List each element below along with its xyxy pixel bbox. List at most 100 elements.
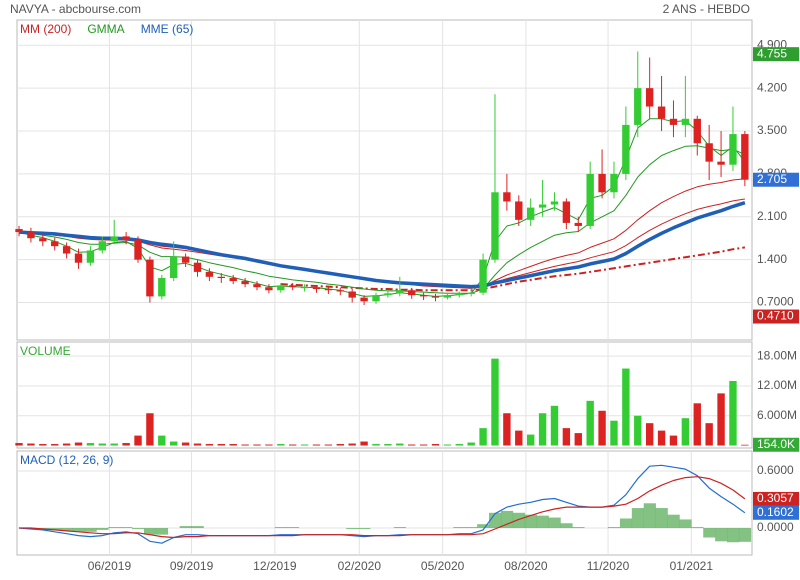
histogram-bar (643, 503, 656, 529)
candle-body (217, 276, 225, 279)
volume-bar (62, 443, 71, 446)
y-tick-label: 6.000M (757, 408, 797, 422)
volume-bar (586, 400, 594, 446)
volume-bar (170, 441, 178, 446)
histogram-bar (132, 528, 145, 529)
y-tick-label: 2.100 (757, 209, 787, 223)
volume-bar (253, 444, 261, 446)
histogram-bar (453, 527, 466, 529)
histogram-bar (691, 527, 704, 529)
candle-body (146, 259, 154, 297)
volume-bar (396, 443, 404, 446)
x-tick-label: 12/2019 (253, 559, 297, 573)
candle-body (241, 281, 249, 285)
histogram-bar (96, 528, 109, 530)
candle-body (562, 201, 571, 223)
histogram-bar (346, 528, 359, 529)
y-tick-label: 0.6000 (757, 463, 794, 477)
volume-bar (277, 444, 285, 446)
value-marker-label: 154.0K (757, 437, 795, 451)
candle-body (336, 290, 344, 292)
candle-body (538, 204, 547, 208)
volume-bar (431, 444, 440, 446)
volume-bar (289, 444, 297, 446)
histogram-bar (84, 528, 97, 532)
value-marker (753, 491, 799, 506)
value-marker (753, 505, 799, 520)
volume-bar (15, 443, 23, 446)
histogram-bar (715, 528, 728, 542)
volume-bar (408, 444, 416, 446)
volume-bar (526, 434, 535, 446)
candle-body (27, 232, 35, 239)
candle-body (586, 173, 594, 226)
value-marker-label: 0.1602 (757, 505, 794, 519)
candle-body (51, 241, 59, 247)
candle-body (693, 118, 701, 144)
candle-body (15, 229, 23, 233)
legend-label: GMMA (87, 22, 124, 36)
panel-frame (16, 341, 753, 449)
y-tick-label: 12.00M (757, 378, 797, 392)
volume-bar (51, 444, 59, 446)
histogram-bar (512, 512, 526, 529)
value-marker (753, 437, 799, 452)
candle-body (550, 201, 559, 205)
histogram-bar (143, 528, 157, 535)
histogram-bar (679, 519, 692, 529)
x-tick-label: 02/2020 (338, 559, 382, 573)
candle-body (98, 241, 107, 251)
volume-bar (645, 423, 654, 446)
volume-bar (443, 444, 452, 446)
legend-label: MME (65) (141, 22, 194, 36)
candle-body (705, 143, 713, 162)
histogram-bar (489, 512, 502, 529)
candle-body (312, 287, 321, 290)
value-marker (753, 47, 799, 62)
candle-body (491, 192, 499, 260)
volume-bar (86, 443, 95, 446)
candle-body (181, 256, 190, 263)
candle-body (289, 285, 297, 288)
histogram-bar (358, 528, 371, 529)
macd-line (18, 464, 746, 544)
volume-bar (503, 413, 511, 446)
volume-bar (372, 444, 380, 446)
volume-bar (205, 444, 214, 446)
volume-bar (193, 443, 202, 446)
histogram-bar (560, 523, 573, 529)
volume-bar (181, 442, 190, 446)
volume-bar (300, 444, 309, 446)
histogram-bar (60, 528, 73, 531)
volume-bar (122, 443, 130, 446)
volume-bar (681, 418, 690, 446)
candle-body (265, 287, 273, 291)
volume-bar (467, 442, 475, 446)
volume-bar (634, 415, 642, 446)
candle-body (134, 240, 142, 260)
candle-body (610, 173, 618, 193)
volume-bar (622, 368, 630, 446)
histogram-bar (655, 508, 668, 529)
candle-body (324, 289, 333, 291)
y-tick-label: 18.00M (757, 348, 797, 362)
value-marker-label: 0.4710 (757, 309, 794, 323)
histogram-bar (286, 527, 299, 529)
legend-label: MM (200) (20, 22, 71, 36)
volume-bar (693, 403, 701, 446)
volume-bar (158, 435, 166, 446)
histogram-bar (465, 527, 478, 529)
histogram-bar (536, 515, 549, 529)
gmma-short-line (18, 118, 746, 297)
panel-frame (16, 19, 753, 341)
candle-body (277, 285, 285, 291)
candle-body (408, 290, 416, 296)
histogram-bar (72, 528, 85, 532)
candle-body (574, 222, 582, 226)
candle-body (86, 250, 95, 263)
volume-bar (574, 433, 582, 446)
candle-body (158, 278, 166, 297)
candle-body (122, 236, 130, 241)
volume-bar (419, 444, 428, 446)
volume-bar (360, 441, 368, 446)
